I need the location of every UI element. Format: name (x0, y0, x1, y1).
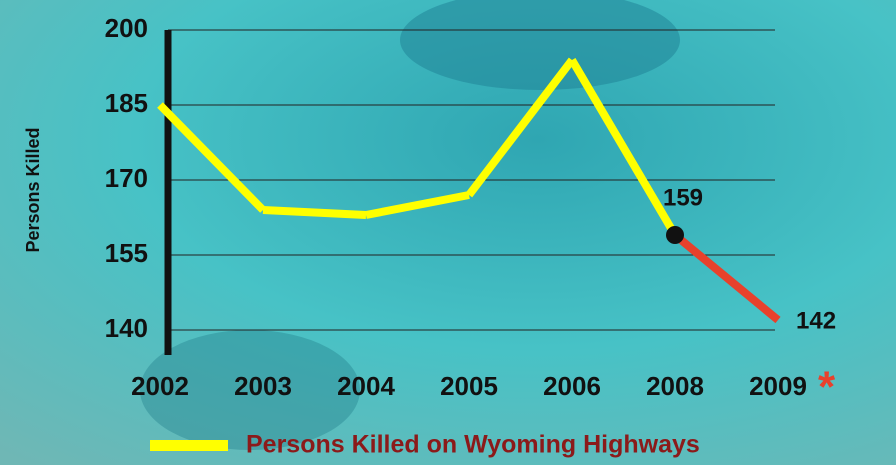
line-segment (568, 57, 679, 238)
x-tick-label: 2004 (337, 371, 395, 401)
x-tick-label: 2008 (646, 371, 704, 401)
x-tick-label: 2003 (234, 371, 292, 401)
line-segment (262, 206, 367, 219)
y-tick-label: 140 (105, 313, 148, 343)
background-shade (140, 330, 360, 450)
y-tick-label: 200 (105, 13, 148, 43)
line-segment (157, 102, 266, 213)
x-tick-label: 2009 (749, 371, 807, 401)
legend-label: Persons Killed on Wyoming Highways (246, 431, 700, 459)
y-tick-label: 170 (105, 163, 148, 193)
y-tick-label: 155 (105, 238, 148, 268)
y-axis-label: Persons Killed (23, 127, 43, 252)
point-marker (666, 226, 684, 244)
data-label: 142 (796, 307, 836, 334)
line-segment (465, 57, 576, 198)
y-tick-label: 185 (105, 88, 148, 118)
background-shade (400, 0, 680, 90)
line-segment (365, 191, 470, 219)
x-tick-label: 2006 (543, 371, 601, 401)
data-label: 159 (663, 184, 703, 211)
line-segment (672, 231, 781, 324)
legend-swatch (150, 440, 228, 451)
x-tick-label: 2005 (440, 371, 498, 401)
annotation: * (818, 363, 836, 412)
x-tick-label: 2002 (131, 371, 189, 401)
